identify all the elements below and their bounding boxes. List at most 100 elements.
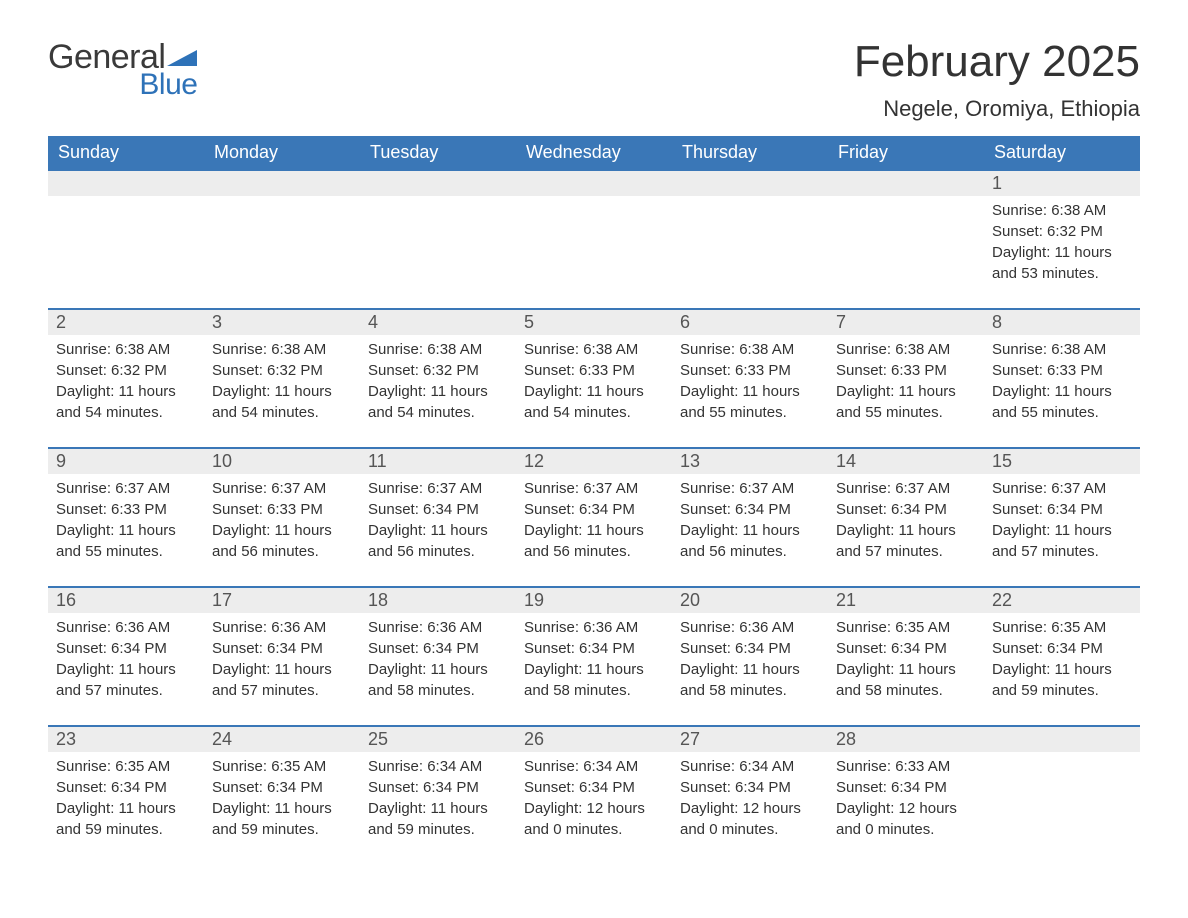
day-cell: Sunrise: 6:37 AM Sunset: 6:34 PM Dayligh… — [984, 474, 1140, 586]
day-cell: Sunrise: 6:34 AM Sunset: 6:34 PM Dayligh… — [672, 752, 828, 864]
weekday-monday: Monday — [204, 136, 360, 171]
daylight-text: Daylight: 12 hours and 0 minutes. — [524, 798, 664, 840]
day-cell: Sunrise: 6:35 AM Sunset: 6:34 PM Dayligh… — [828, 613, 984, 725]
day-cell: Sunrise: 6:38 AM Sunset: 6:33 PM Dayligh… — [672, 335, 828, 447]
sunrise-text: Sunrise: 6:35 AM — [56, 756, 196, 777]
day-cell: Sunrise: 6:37 AM Sunset: 6:34 PM Dayligh… — [828, 474, 984, 586]
day-cell — [984, 752, 1140, 864]
day-cell: Sunrise: 6:34 AM Sunset: 6:34 PM Dayligh… — [516, 752, 672, 864]
day-cell: Sunrise: 6:36 AM Sunset: 6:34 PM Dayligh… — [672, 613, 828, 725]
weekday-wednesday: Wednesday — [516, 136, 672, 171]
day-cell: Sunrise: 6:36 AM Sunset: 6:34 PM Dayligh… — [516, 613, 672, 725]
daylight-text: Daylight: 11 hours and 59 minutes. — [56, 798, 196, 840]
sunset-text: Sunset: 6:32 PM — [368, 360, 508, 381]
day-number: 3 — [204, 310, 360, 335]
daylight-text: Daylight: 11 hours and 57 minutes. — [992, 520, 1132, 562]
daylight-text: Daylight: 11 hours and 57 minutes. — [212, 659, 352, 701]
day-number: 26 — [516, 727, 672, 752]
sunset-text: Sunset: 6:34 PM — [524, 777, 664, 798]
location-text: Negele, Oromiya, Ethiopia — [854, 96, 1140, 122]
day-number: 9 — [48, 449, 204, 474]
daynum-row: 1 — [48, 171, 1140, 196]
sunset-text: Sunset: 6:34 PM — [680, 638, 820, 659]
sunrise-text: Sunrise: 6:34 AM — [524, 756, 664, 777]
day-cell: Sunrise: 6:37 AM Sunset: 6:34 PM Dayligh… — [516, 474, 672, 586]
day-cell: Sunrise: 6:34 AM Sunset: 6:34 PM Dayligh… — [360, 752, 516, 864]
sunrise-text: Sunrise: 6:34 AM — [368, 756, 508, 777]
sunrise-text: Sunrise: 6:36 AM — [56, 617, 196, 638]
sunrise-text: Sunrise: 6:35 AM — [992, 617, 1132, 638]
day-number — [516, 171, 672, 196]
sunrise-text: Sunrise: 6:35 AM — [212, 756, 352, 777]
sunset-text: Sunset: 6:34 PM — [836, 638, 976, 659]
sunset-text: Sunset: 6:34 PM — [56, 777, 196, 798]
sunrise-text: Sunrise: 6:38 AM — [680, 339, 820, 360]
daynum-row: 16 17 18 19 20 21 22 — [48, 588, 1140, 613]
day-number: 23 — [48, 727, 204, 752]
daylight-text: Daylight: 11 hours and 54 minutes. — [524, 381, 664, 423]
day-cell — [204, 196, 360, 308]
day-number: 27 — [672, 727, 828, 752]
sunset-text: Sunset: 6:34 PM — [992, 499, 1132, 520]
daylight-text: Daylight: 11 hours and 58 minutes. — [680, 659, 820, 701]
daylight-text: Daylight: 11 hours and 59 minutes. — [368, 798, 508, 840]
sunset-text: Sunset: 6:34 PM — [212, 777, 352, 798]
day-cell: Sunrise: 6:37 AM Sunset: 6:33 PM Dayligh… — [48, 474, 204, 586]
sunrise-text: Sunrise: 6:36 AM — [368, 617, 508, 638]
sunset-text: Sunset: 6:34 PM — [680, 499, 820, 520]
day-cell: Sunrise: 6:36 AM Sunset: 6:34 PM Dayligh… — [48, 613, 204, 725]
flag-icon — [167, 48, 197, 68]
sunrise-text: Sunrise: 6:37 AM — [836, 478, 976, 499]
week-row: 16 17 18 19 20 21 22 Sunrise: 6:36 AM Su… — [48, 586, 1140, 725]
daynum-row: 2 3 4 5 6 7 8 — [48, 310, 1140, 335]
day-number: 15 — [984, 449, 1140, 474]
sunset-text: Sunset: 6:34 PM — [836, 777, 976, 798]
day-number: 14 — [828, 449, 984, 474]
day-cell: Sunrise: 6:38 AM Sunset: 6:33 PM Dayligh… — [828, 335, 984, 447]
sunrise-text: Sunrise: 6:38 AM — [524, 339, 664, 360]
week-row: 1 Sunrise: 6:38 AM Sunset: 6:32 PM Dayli… — [48, 171, 1140, 308]
sunrise-text: Sunrise: 6:33 AM — [836, 756, 976, 777]
sunset-text: Sunset: 6:33 PM — [56, 499, 196, 520]
sunset-text: Sunset: 6:34 PM — [992, 638, 1132, 659]
day-number: 28 — [828, 727, 984, 752]
day-number: 18 — [360, 588, 516, 613]
day-cell — [360, 196, 516, 308]
daylight-text: Daylight: 11 hours and 55 minutes. — [836, 381, 976, 423]
sunrise-text: Sunrise: 6:37 AM — [212, 478, 352, 499]
daylight-text: Daylight: 11 hours and 58 minutes. — [836, 659, 976, 701]
day-number: 6 — [672, 310, 828, 335]
day-number: 19 — [516, 588, 672, 613]
week-row: 9 10 11 12 13 14 15 Sunrise: 6:37 AM Sun… — [48, 447, 1140, 586]
day-number: 2 — [48, 310, 204, 335]
sunrise-text: Sunrise: 6:38 AM — [212, 339, 352, 360]
day-number: 7 — [828, 310, 984, 335]
daylight-text: Daylight: 11 hours and 57 minutes. — [56, 659, 196, 701]
daylight-text: Daylight: 11 hours and 54 minutes. — [56, 381, 196, 423]
day-cell: Sunrise: 6:37 AM Sunset: 6:34 PM Dayligh… — [672, 474, 828, 586]
sunset-text: Sunset: 6:32 PM — [212, 360, 352, 381]
daylight-text: Daylight: 11 hours and 56 minutes. — [212, 520, 352, 562]
day-cell — [672, 196, 828, 308]
day-number: 5 — [516, 310, 672, 335]
sunset-text: Sunset: 6:33 PM — [524, 360, 664, 381]
sunrise-text: Sunrise: 6:37 AM — [992, 478, 1132, 499]
daylight-text: Daylight: 11 hours and 58 minutes. — [368, 659, 508, 701]
sunrise-text: Sunrise: 6:38 AM — [992, 339, 1132, 360]
daylight-text: Daylight: 11 hours and 58 minutes. — [524, 659, 664, 701]
sunset-text: Sunset: 6:33 PM — [212, 499, 352, 520]
day-cell: Sunrise: 6:33 AM Sunset: 6:34 PM Dayligh… — [828, 752, 984, 864]
day-number: 16 — [48, 588, 204, 613]
day-number — [360, 171, 516, 196]
week-row: 2 3 4 5 6 7 8 Sunrise: 6:38 AM Sunset: 6… — [48, 308, 1140, 447]
day-number: 8 — [984, 310, 1140, 335]
daylight-text: Daylight: 12 hours and 0 minutes. — [836, 798, 976, 840]
daylight-text: Daylight: 11 hours and 54 minutes. — [368, 381, 508, 423]
sunrise-text: Sunrise: 6:38 AM — [56, 339, 196, 360]
sunset-text: Sunset: 6:33 PM — [836, 360, 976, 381]
weekday-saturday: Saturday — [984, 136, 1140, 171]
day-cell: Sunrise: 6:38 AM Sunset: 6:33 PM Dayligh… — [516, 335, 672, 447]
sunset-text: Sunset: 6:34 PM — [680, 777, 820, 798]
day-number: 21 — [828, 588, 984, 613]
sunset-text: Sunset: 6:34 PM — [524, 638, 664, 659]
